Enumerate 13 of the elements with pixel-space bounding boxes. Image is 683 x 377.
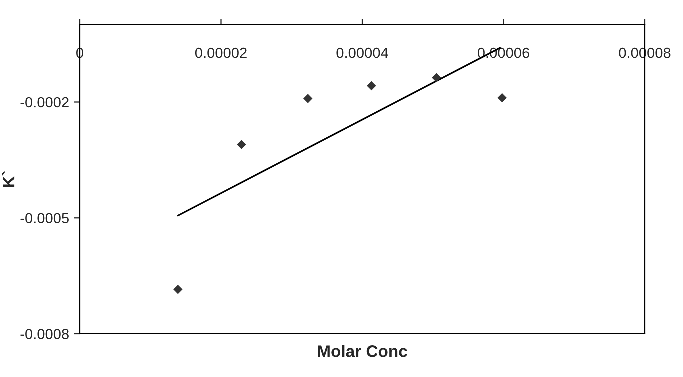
y-tick-label: -0.0005	[20, 213, 69, 224]
y-tick-label: -0.0002	[20, 97, 69, 108]
point	[498, 93, 507, 103]
x-tick-label: 0.00002	[195, 48, 247, 58]
x-axis-title: Molar Conc	[318, 345, 408, 358]
point	[367, 81, 376, 91]
point	[432, 73, 442, 83]
x-tick-label: 0.00004	[336, 48, 388, 58]
y-axis-title: K`	[2, 172, 15, 188]
y-tick-label: -0.0008	[20, 329, 69, 340]
point	[237, 140, 246, 150]
point	[304, 94, 313, 104]
point	[174, 284, 183, 294]
